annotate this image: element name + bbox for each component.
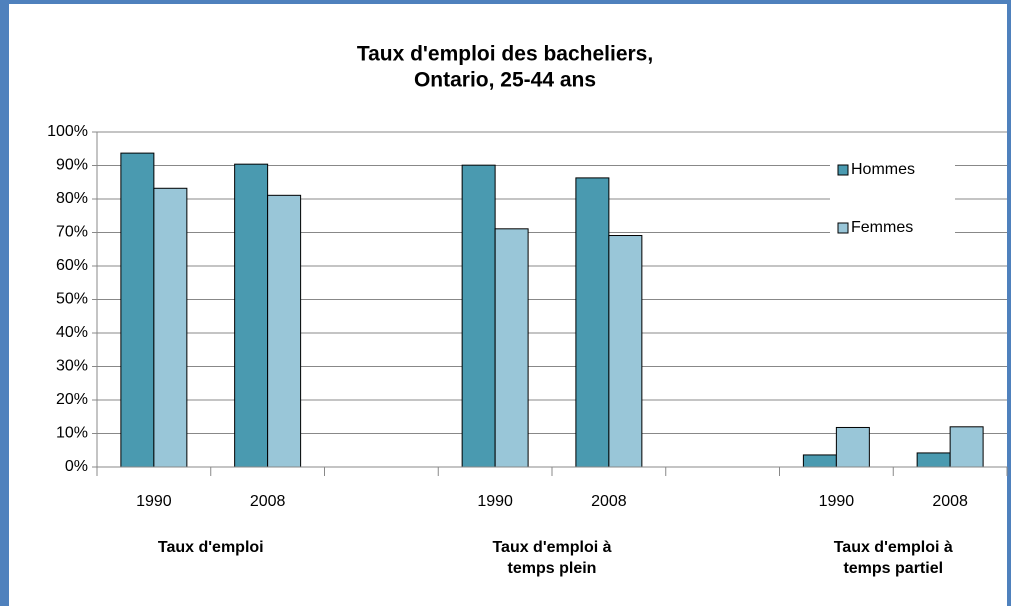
y-tick-label: 30% — [56, 358, 88, 375]
bar — [802, 454, 837, 468]
y-tick-label: 50% — [56, 291, 88, 308]
x-tick-label: 1990 — [819, 493, 855, 510]
bar — [267, 194, 302, 468]
y-tick-label: 40% — [56, 324, 88, 341]
legend-label: Femmes — [851, 219, 913, 236]
y-tick-label: 20% — [56, 391, 88, 408]
bar — [234, 163, 269, 468]
y-tick-label: 60% — [56, 257, 88, 274]
y-tick-label: 90% — [56, 157, 88, 174]
bar — [153, 187, 188, 468]
y-tick-label: 100% — [47, 123, 88, 140]
x-tick-label: 2008 — [932, 493, 968, 510]
x-tick-label: 2008 — [250, 493, 286, 510]
chart-title: Taux d'emploi des bacheliers, — [357, 43, 653, 66]
chart-title: Ontario, 25-44 ans — [414, 69, 596, 92]
group-label: Taux d'emploi à — [834, 539, 953, 556]
group-label: Taux d'emploi à — [492, 539, 611, 556]
legend-swatch — [837, 164, 849, 176]
bar — [120, 152, 155, 468]
bar — [949, 426, 984, 468]
y-tick-label: 70% — [56, 224, 88, 241]
bar — [494, 228, 529, 468]
frame-left — [0, 0, 9, 606]
bar — [835, 426, 870, 468]
bar — [461, 164, 496, 468]
legend-label: Hommes — [851, 161, 915, 178]
legend-box — [830, 155, 955, 243]
y-tick-label: 80% — [56, 190, 88, 207]
group-label: temps plein — [508, 560, 597, 577]
x-tick-label: 2008 — [591, 493, 627, 510]
x-tick-label: 1990 — [477, 493, 513, 510]
bar — [575, 177, 610, 468]
y-tick-label: 10% — [56, 425, 88, 442]
legend-swatch — [837, 222, 849, 234]
group-label: Taux d'emploi — [158, 539, 264, 556]
x-tick-label: 1990 — [136, 493, 172, 510]
bar — [916, 452, 951, 468]
group-label: temps partiel — [843, 560, 943, 577]
bar — [608, 235, 643, 468]
y-tick-label: 0% — [65, 458, 88, 475]
